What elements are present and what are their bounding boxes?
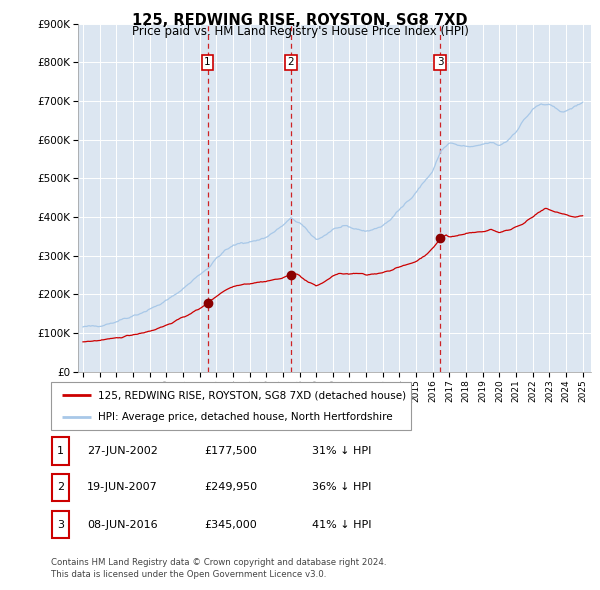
- Text: 125, REDWING RISE, ROYSTON, SG8 7XD (detached house): 125, REDWING RISE, ROYSTON, SG8 7XD (det…: [98, 390, 406, 400]
- Text: This data is licensed under the Open Government Licence v3.0.: This data is licensed under the Open Gov…: [51, 570, 326, 579]
- Text: 125, REDWING RISE, ROYSTON, SG8 7XD: 125, REDWING RISE, ROYSTON, SG8 7XD: [132, 13, 468, 28]
- Text: 2: 2: [287, 57, 294, 67]
- Text: Price paid vs. HM Land Registry's House Price Index (HPI): Price paid vs. HM Land Registry's House …: [131, 25, 469, 38]
- Text: £177,500: £177,500: [204, 446, 257, 455]
- FancyBboxPatch shape: [51, 382, 411, 430]
- FancyBboxPatch shape: [52, 511, 69, 538]
- Text: 2: 2: [57, 483, 64, 492]
- FancyBboxPatch shape: [52, 474, 69, 501]
- Text: 31% ↓ HPI: 31% ↓ HPI: [312, 446, 371, 455]
- Text: £345,000: £345,000: [204, 520, 257, 529]
- Text: 36% ↓ HPI: 36% ↓ HPI: [312, 483, 371, 492]
- Text: 08-JUN-2016: 08-JUN-2016: [87, 520, 158, 529]
- Text: 1: 1: [204, 57, 211, 67]
- Text: 3: 3: [57, 520, 64, 529]
- Text: £249,950: £249,950: [204, 483, 257, 492]
- Text: 27-JUN-2002: 27-JUN-2002: [87, 446, 158, 455]
- Text: 19-JUN-2007: 19-JUN-2007: [87, 483, 158, 492]
- Text: 3: 3: [437, 57, 443, 67]
- Text: Contains HM Land Registry data © Crown copyright and database right 2024.: Contains HM Land Registry data © Crown c…: [51, 558, 386, 567]
- Text: HPI: Average price, detached house, North Hertfordshire: HPI: Average price, detached house, Nort…: [98, 412, 392, 422]
- Text: 1: 1: [57, 446, 64, 455]
- Text: 41% ↓ HPI: 41% ↓ HPI: [312, 520, 371, 529]
- FancyBboxPatch shape: [52, 437, 69, 464]
